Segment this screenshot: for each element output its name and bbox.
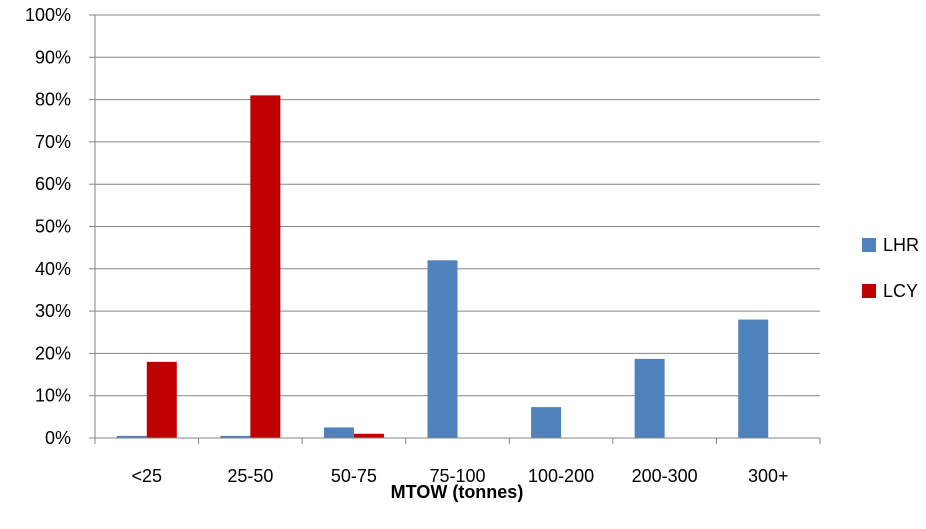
x-tick-label: 25-50 — [227, 466, 273, 486]
x-tick-label: <25 — [132, 466, 163, 486]
y-tick-label: 80% — [35, 90, 71, 110]
legend-label-lcy: LCY — [883, 281, 918, 301]
x-axis-title: MTOW (tonnes) — [391, 482, 524, 502]
y-tick-label: 90% — [35, 47, 71, 67]
bar-lhr — [220, 435, 251, 438]
y-tick-label: 50% — [35, 217, 71, 237]
legend: LHR LCY — [862, 235, 919, 301]
bar-lhr — [116, 435, 147, 438]
y-tick-label: 60% — [35, 174, 71, 194]
x-tick-label: 200-300 — [632, 466, 698, 486]
x-tick-label: 75-100 — [429, 466, 485, 486]
y-tick-label: 30% — [35, 301, 71, 321]
legend-label-lhr: LHR — [883, 235, 919, 255]
y-axis-ticks: 0% 10% 20% 30% 40% 50% 60% 70% 80% 90% 100% — [25, 5, 95, 448]
bar-lcy — [250, 95, 281, 439]
bar-lcy — [353, 433, 384, 438]
bar-series — [116, 95, 769, 439]
y-tick-label: 40% — [35, 259, 71, 279]
bar-lcy — [146, 361, 177, 438]
bar-lhr — [323, 427, 354, 438]
y-tick-label: 70% — [35, 132, 71, 152]
bar-lhr — [738, 319, 769, 438]
x-tick-label: 100-200 — [528, 466, 594, 486]
bar-lhr — [427, 260, 458, 438]
y-tick-label: 20% — [35, 343, 71, 363]
x-tick-label: 300+ — [748, 466, 789, 486]
bar-lhr — [531, 407, 562, 438]
x-tick-label: 50-75 — [331, 466, 377, 486]
x-axis-ticks: <25 25-50 50-75 75-100 100-200 200-300 300+ — [94, 438, 821, 486]
legend-swatch-lhr — [862, 238, 876, 252]
y-tick-label: 100% — [25, 5, 71, 25]
bar-lhr — [634, 358, 665, 438]
gridlines — [95, 14, 820, 397]
legend-swatch-lcy — [862, 284, 876, 298]
y-tick-label: 0% — [45, 428, 71, 448]
y-tick-label: 10% — [35, 386, 71, 406]
